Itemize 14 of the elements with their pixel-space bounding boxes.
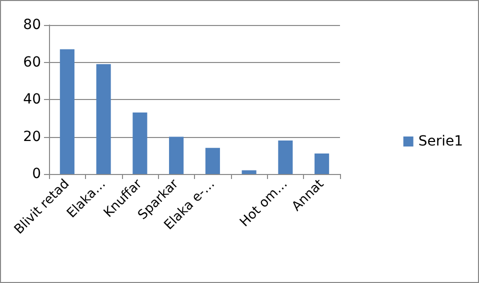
- y-tick-label: 80: [23, 17, 41, 33]
- legend-label: Serie1: [418, 134, 464, 150]
- y-tick-label: 0: [32, 166, 41, 182]
- bar: [132, 112, 148, 174]
- bar: [278, 140, 293, 174]
- bar: [242, 170, 256, 174]
- y-tick-label: 20: [23, 128, 41, 145]
- bar: [314, 154, 330, 174]
- y-tick-label: 40: [23, 92, 41, 108]
- bar: [96, 64, 111, 174]
- bar: [169, 136, 184, 174]
- y-tick-label: 60: [23, 54, 41, 70]
- bar: [60, 49, 74, 174]
- bar: [205, 148, 220, 174]
